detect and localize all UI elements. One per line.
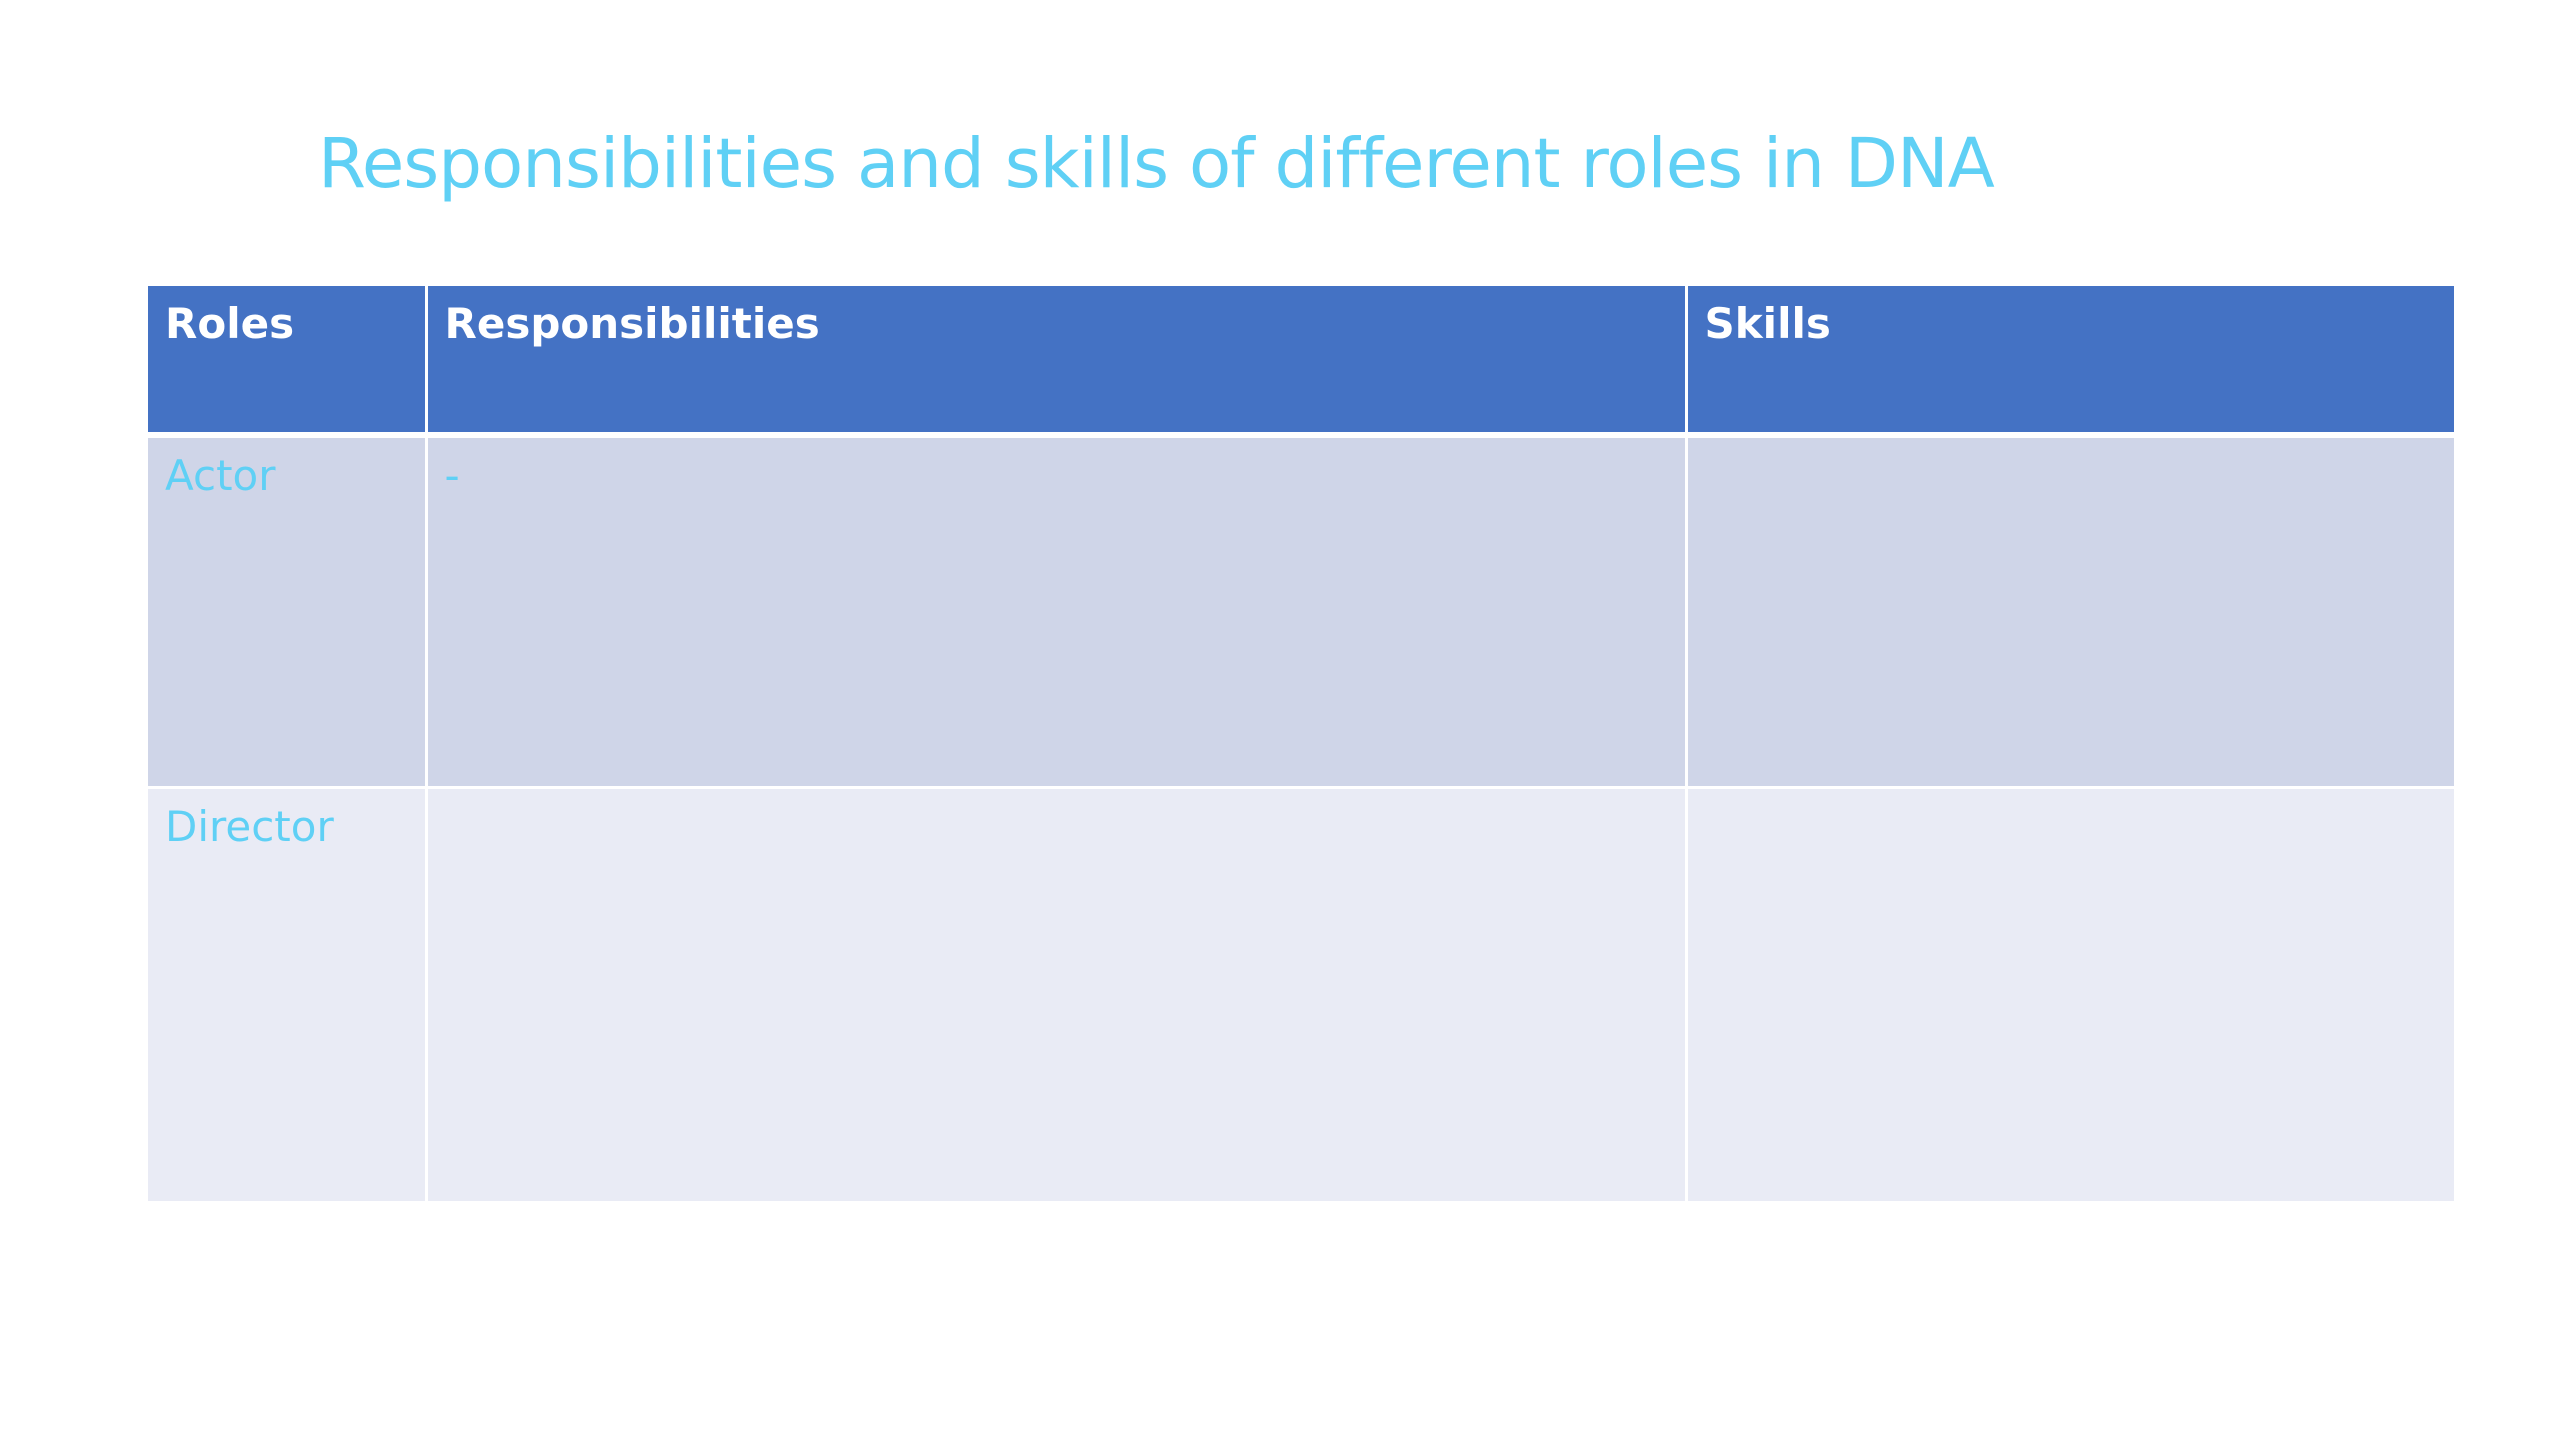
header-row: Roles Responsibilities Skills	[148, 283, 2454, 438]
table-row: Actor -	[148, 433, 2454, 789]
role-cell[interactable]: Actor	[148, 433, 428, 789]
responsibilities-cell[interactable]: -	[424, 433, 1688, 789]
table-header: Roles Responsibilities Skills	[148, 283, 2454, 438]
table-body: Actor - Director	[148, 433, 2454, 1201]
skills-cell[interactable]	[1684, 786, 2454, 1201]
roles-table: Roles Responsibilities Skills Actor - Di…	[148, 283, 2454, 1201]
slide-title: Responsibilities and skills of different…	[318, 124, 1995, 204]
header-cell-responsibilities: Responsibilities	[424, 283, 1688, 438]
header-cell-roles: Roles	[148, 283, 428, 438]
skills-cell[interactable]	[1684, 433, 2454, 789]
responsibilities-cell[interactable]	[424, 786, 1688, 1201]
table-row: Director	[148, 786, 2454, 1201]
role-cell[interactable]: Director	[148, 786, 428, 1201]
header-cell-skills: Skills	[1684, 283, 2454, 438]
